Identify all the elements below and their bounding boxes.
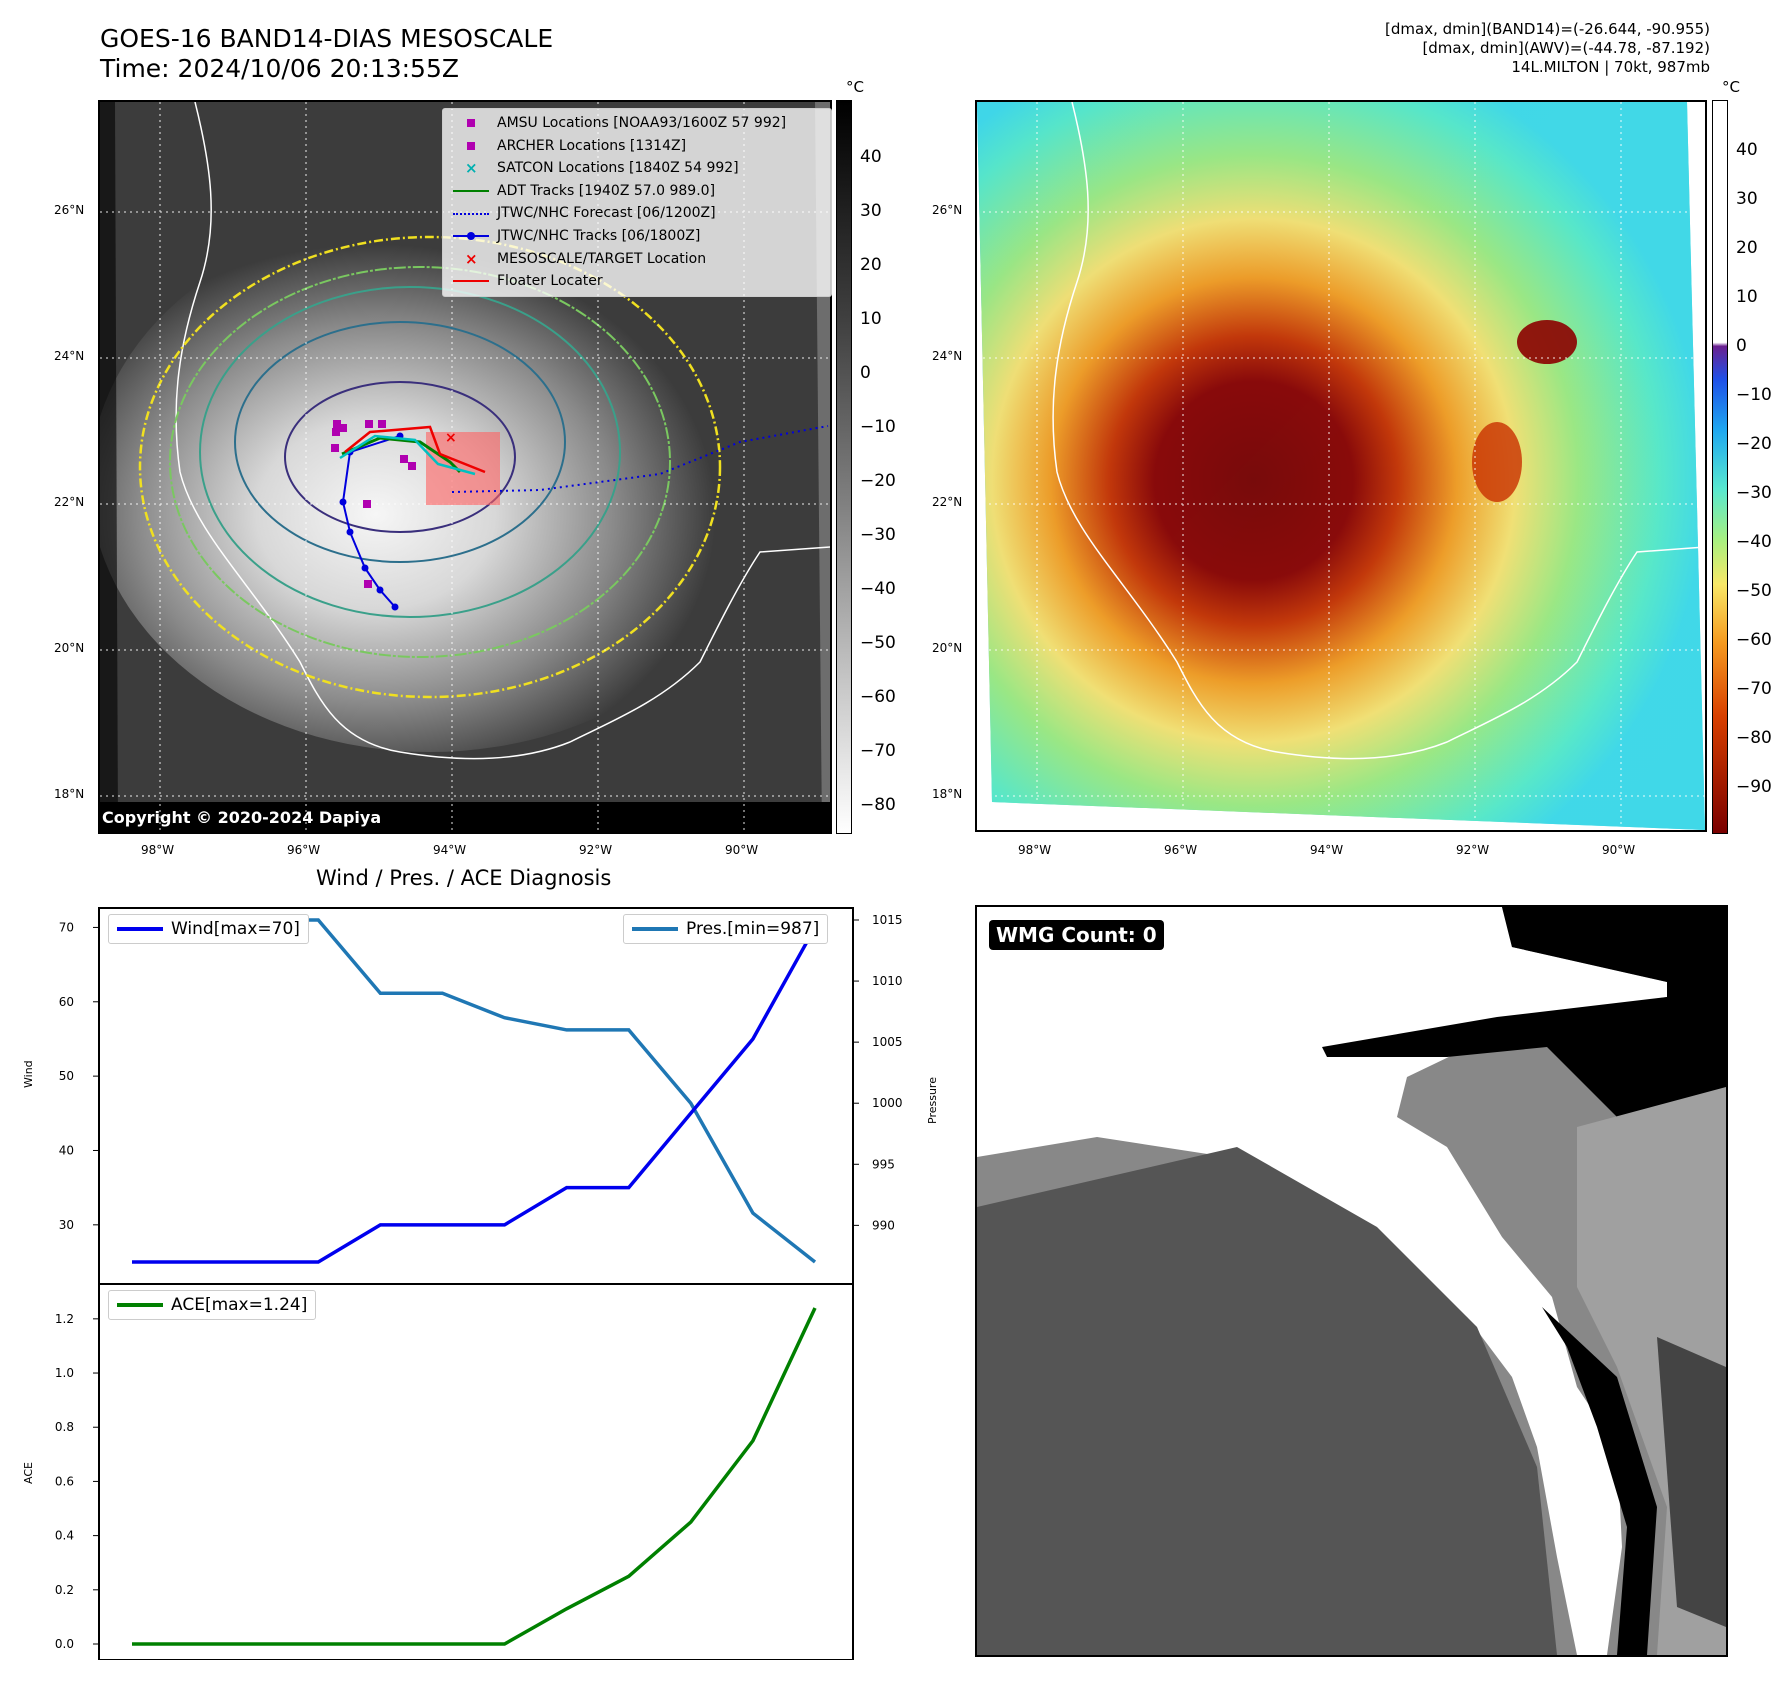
lat-label: 22°N bbox=[54, 495, 85, 509]
lon-label: 98°W bbox=[141, 843, 175, 857]
lon-label: 92°W bbox=[1456, 843, 1490, 857]
legend-item-target: × MESOSCALE/TARGET Location bbox=[451, 248, 823, 271]
ace-tick-label: 1.0 bbox=[55, 1366, 74, 1380]
lat-label: 20°N bbox=[932, 641, 963, 655]
figure-title-block: GOES-16 BAND14-DIAS MESOSCALE Time: 2024… bbox=[100, 24, 553, 84]
pressure-tick-label: 1005 bbox=[872, 1035, 903, 1049]
pressure-tick-label: 990 bbox=[872, 1218, 895, 1232]
wmg-panel bbox=[975, 905, 1728, 1657]
legend-item-forecast: JTWC/NHC Forecast [06/1200Z] bbox=[451, 202, 823, 225]
lon-label: 94°W bbox=[1310, 843, 1344, 857]
square-marker-icon bbox=[451, 115, 491, 131]
color-ir-map-panel bbox=[975, 100, 1707, 832]
line-marker-icon bbox=[451, 183, 491, 199]
x-marker-icon: × bbox=[465, 159, 478, 178]
wind-legend: Wind[max=70] bbox=[108, 914, 309, 944]
x-marker-icon: × bbox=[465, 249, 478, 268]
ace-tick-label: 0.2 bbox=[55, 1583, 74, 1597]
color-ir-map-canvas bbox=[977, 102, 1705, 830]
pressure-tick-label: 995 bbox=[872, 1157, 895, 1171]
legend-item-amsu: AMSU Locations [NOAA93/1600Z 57 992] bbox=[451, 112, 823, 135]
lon-label: 94°W bbox=[433, 843, 467, 857]
svg-text:×: × bbox=[445, 430, 457, 446]
pressure-axis-label: Pressure bbox=[926, 1077, 939, 1124]
lat-label: 24°N bbox=[932, 349, 963, 363]
stats-block: [dmax, dmin](BAND14)=(-26.644, -90.955) … bbox=[1385, 20, 1710, 77]
coastline bbox=[175, 102, 830, 760]
lon-label: 96°W bbox=[287, 843, 321, 857]
storm-heat-field bbox=[977, 102, 1705, 830]
wmg-count-badge: WMG Count: 0 bbox=[989, 920, 1164, 950]
figure-time: Time: 2024/10/06 20:13:55Z bbox=[100, 54, 459, 83]
legend-item-floater: Floater Locater bbox=[451, 270, 823, 293]
copyright-text: Copyright © 2020-2024 Dapiya bbox=[102, 808, 382, 827]
wind-tick-label: 40 bbox=[59, 1143, 74, 1157]
wind-tick-label: 70 bbox=[59, 920, 74, 934]
wmg-white-band bbox=[977, 907, 1667, 1655]
wind-series-line bbox=[132, 926, 817, 1264]
ace-legend: ACE[max=1.24] bbox=[108, 1290, 317, 1320]
lat-label: 18°N bbox=[54, 787, 85, 801]
colorbar-grayscale bbox=[836, 100, 852, 834]
legend-item-archer: ARCHER Locations [1314Z] bbox=[451, 135, 823, 158]
pres-legend: Pres.[min=987] bbox=[623, 914, 829, 944]
colorbar-unit-left: °C bbox=[846, 78, 864, 96]
floater-track bbox=[344, 425, 486, 474]
ace-axis-label: ACE bbox=[22, 1462, 35, 1484]
forecast-track bbox=[451, 425, 829, 493]
colorbar-unit-right: °C bbox=[1722, 78, 1740, 96]
wmg-black-region bbox=[1322, 907, 1726, 1117]
mesoscale-target-box bbox=[426, 432, 500, 505]
dot-line-icon bbox=[451, 228, 491, 244]
pressure-tick-label: 1010 bbox=[872, 974, 903, 988]
wind-tick-label: 60 bbox=[59, 995, 74, 1009]
lat-label: 22°N bbox=[932, 495, 963, 509]
lat-label: 26°N bbox=[932, 203, 963, 217]
diagnosis-title: Wind / Pres. / ACE Diagnosis bbox=[316, 866, 612, 890]
figure-title: GOES-16 BAND14-DIAS MESOSCALE bbox=[100, 24, 554, 53]
lat-label: 18°N bbox=[932, 787, 963, 801]
pressure-tick-label: 1000 bbox=[872, 1096, 903, 1110]
adt-track bbox=[341, 436, 462, 474]
dmax-band14: [dmax, dmin](BAND14)=(-26.644, -90.955) bbox=[1385, 20, 1710, 38]
ace-tick-label: 0.8 bbox=[55, 1420, 74, 1434]
wind-tick-label: 50 bbox=[59, 1069, 74, 1083]
wind-axis-label: Wind bbox=[22, 1060, 35, 1088]
square-marker-icon bbox=[451, 138, 491, 154]
lat-label: 26°N bbox=[54, 203, 85, 217]
storm-info: 14L.MILTON | 70kt, 987mb bbox=[1511, 58, 1710, 76]
colorbar-jet bbox=[1712, 100, 1728, 834]
ace-tick-label: 1.2 bbox=[55, 1312, 74, 1326]
lon-label: 92°W bbox=[579, 843, 613, 857]
dotted-line-icon bbox=[451, 206, 491, 222]
colorbar-left-ticks: 40 30 20 10 0 −10 −20 −30 −40 −50 −60 −7… bbox=[860, 147, 896, 815]
pres-legend-line bbox=[632, 927, 678, 931]
lat-label: 20°N bbox=[54, 641, 85, 655]
map-legend: AMSU Locations [NOAA93/1600Z 57 992] ARC… bbox=[442, 108, 832, 297]
dmax-awv: [dmax, dmin](AWV)=(-44.78, -87.192) bbox=[1422, 39, 1710, 57]
ace-tick-label: 0.6 bbox=[55, 1474, 74, 1488]
ace-tick-label: 0.0 bbox=[55, 1637, 74, 1651]
pressure-tick-label: 1015 bbox=[872, 913, 903, 927]
wind-legend-line bbox=[117, 927, 163, 931]
ace-legend-line bbox=[117, 1303, 163, 1307]
wind-tick-label: 30 bbox=[59, 1218, 74, 1232]
lat-label: 24°N bbox=[54, 349, 85, 363]
lon-label: 90°W bbox=[725, 843, 759, 857]
ace-series-line bbox=[132, 1307, 817, 1646]
lon-label: 96°W bbox=[1164, 843, 1198, 857]
wmg-canvas bbox=[977, 907, 1726, 1655]
wind-pres-chart: 30 40 50 60 70 990 995 1000 1005 1010 1015 0.0 0.2 0… bbox=[55, 907, 903, 1660]
lon-label: 98°W bbox=[1018, 843, 1052, 857]
pressure-series-line bbox=[132, 918, 817, 1264]
legend-item-adt: ADT Tracks [1940Z 57.0 989.0] bbox=[451, 180, 823, 203]
colorbar-right-ticks: 40 30 20 10 0 −10 −20 −30 −40 −50 −60 −7… bbox=[1736, 140, 1772, 797]
lon-label: 90°W bbox=[1602, 843, 1636, 857]
legend-item-satcon: × SATCON Locations [1840Z 54 992] bbox=[451, 157, 823, 180]
line-marker-icon bbox=[451, 273, 491, 289]
legend-item-tracks: JTWC/NHC Tracks [06/1800Z] bbox=[451, 225, 823, 248]
ace-tick-label: 0.4 bbox=[55, 1529, 74, 1543]
